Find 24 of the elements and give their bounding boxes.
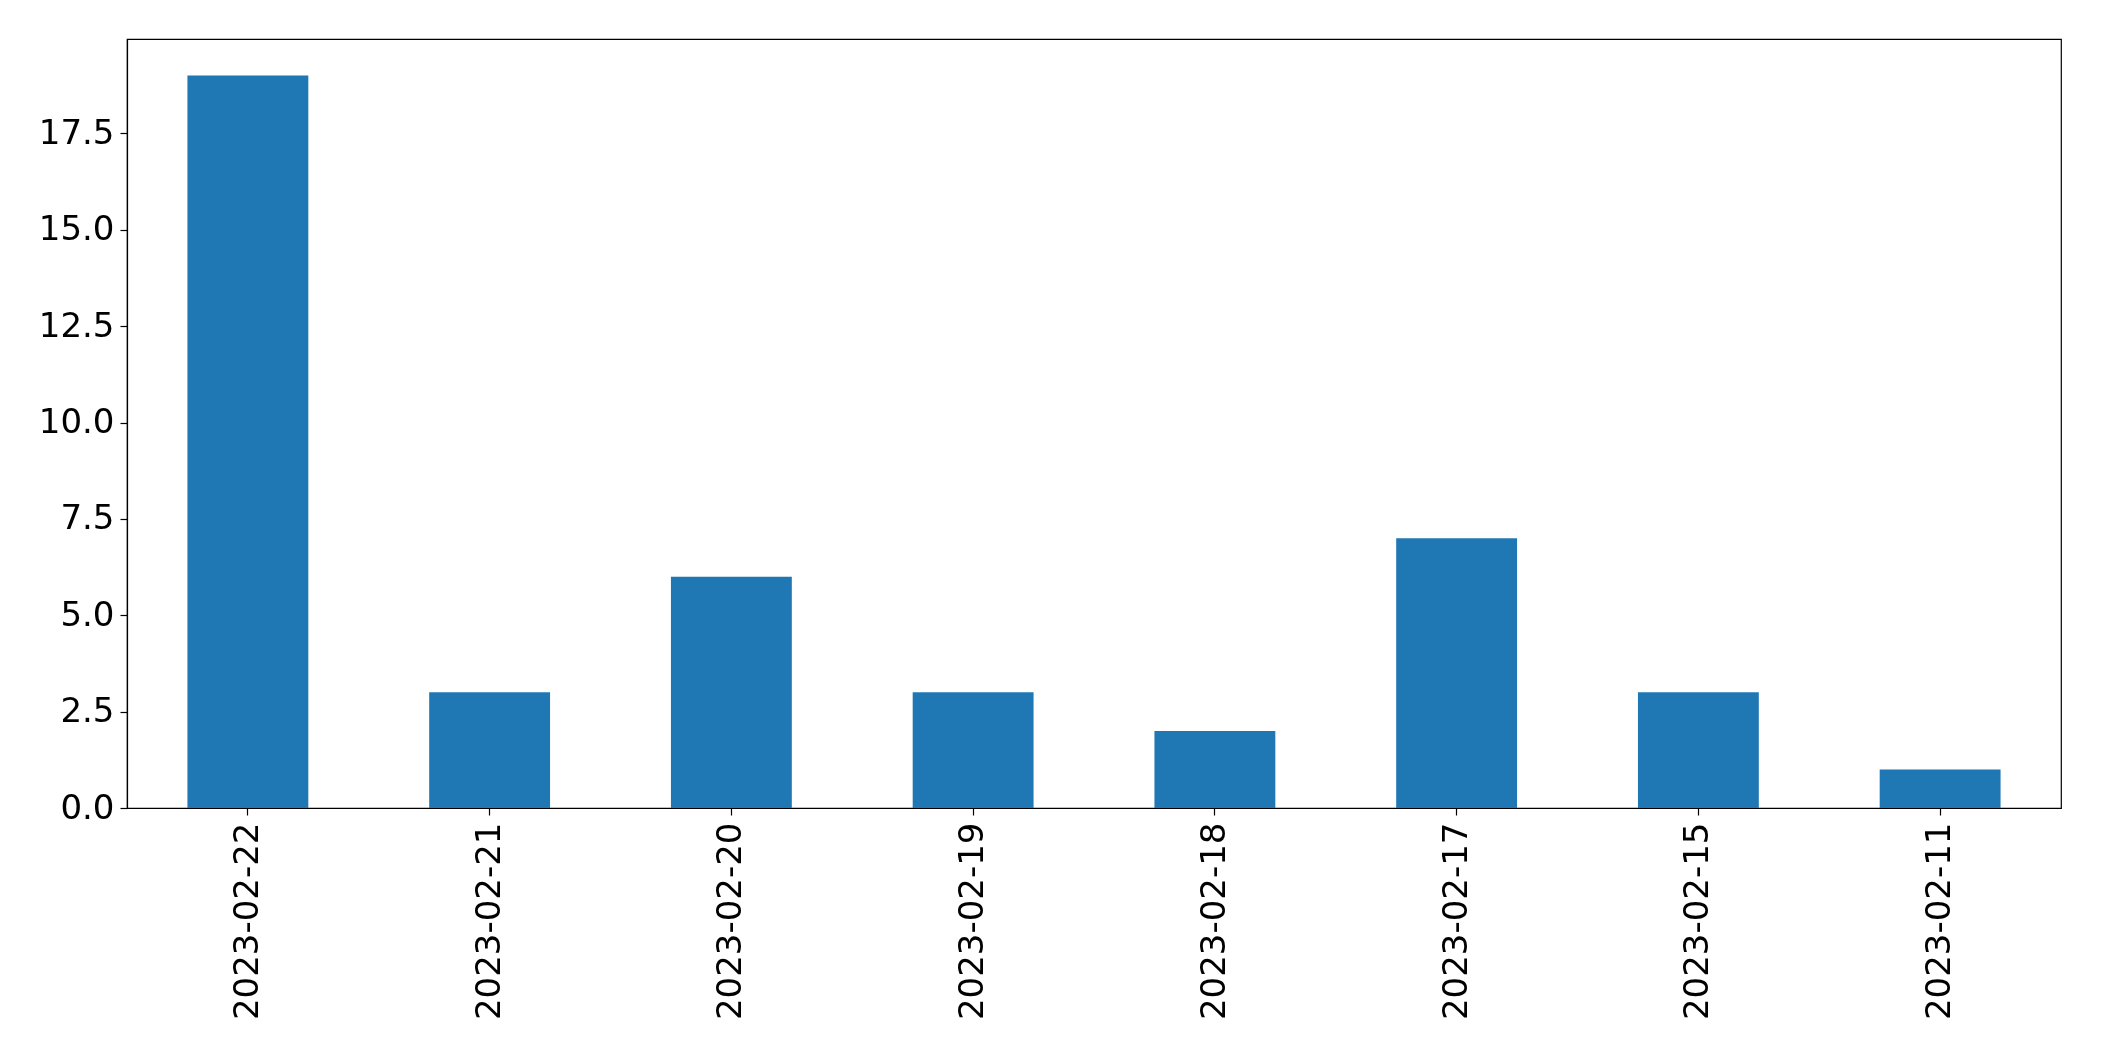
x-tick-label: 2023-02-18 <box>1192 822 1233 1021</box>
y-tick-label: 10.0 <box>38 401 115 442</box>
x-tick-label: 2023-02-22 <box>225 822 266 1021</box>
x-tick-label: 2023-02-19 <box>951 822 992 1021</box>
bar <box>1154 730 1276 808</box>
x-tick-label: 2023-02-21 <box>467 822 508 1021</box>
y-tick-label: 0.0 <box>60 786 115 827</box>
y-tick-label: 7.5 <box>60 497 115 538</box>
bar <box>187 75 309 808</box>
bar <box>1637 692 1759 808</box>
x-tick-label: 2023-02-20 <box>709 822 750 1021</box>
bar <box>429 692 551 808</box>
y-tick-label: 5.0 <box>60 593 115 634</box>
x-tick-label: 2023-02-15 <box>1676 822 1717 1021</box>
y-tick-label: 17.5 <box>38 111 115 152</box>
bar <box>912 692 1034 808</box>
y-tick-label: 2.5 <box>60 690 115 731</box>
bar <box>670 576 792 808</box>
y-tick-label: 12.5 <box>38 304 115 345</box>
x-tick-label: 2023-02-17 <box>1434 822 1475 1021</box>
bar <box>1879 769 2001 808</box>
x-tick-label: 2023-02-11 <box>1918 822 1959 1021</box>
bar <box>1396 538 1518 808</box>
y-tick-label: 15.0 <box>38 208 115 249</box>
